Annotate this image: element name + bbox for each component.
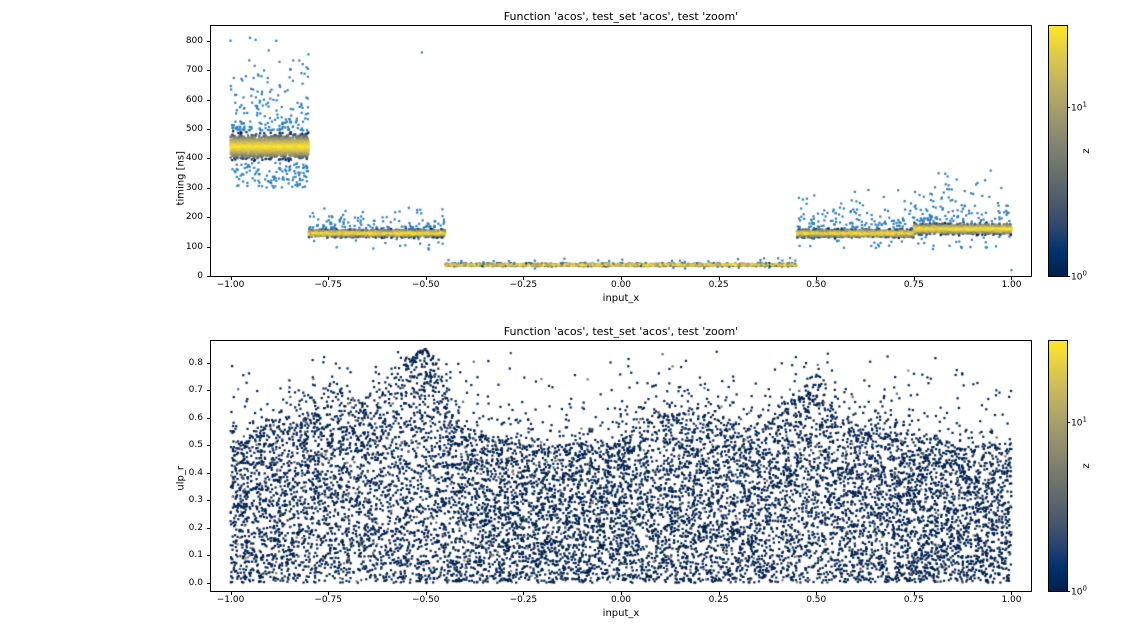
xtick-label: 0.75 <box>904 280 924 290</box>
ytick-label: 300 <box>186 183 203 193</box>
colorbar-label: z <box>1081 148 1092 153</box>
xtick-label: −0.50 <box>412 595 440 605</box>
colorbar-label: z <box>1081 463 1092 468</box>
ytick-label: 500 <box>186 124 203 134</box>
colorbar-tick-line <box>1067 422 1070 423</box>
ytick-label: 600 <box>186 95 203 105</box>
ytick-line <box>207 188 211 189</box>
ytick-line <box>207 217 211 218</box>
colorbar-tick-label: 100 <box>1071 270 1087 283</box>
ytick-label: 0.6 <box>189 413 203 423</box>
xtick-label: −0.25 <box>510 595 538 605</box>
ytick-label: 0.1 <box>189 550 203 560</box>
ytick-label: 0.2 <box>189 523 203 533</box>
xtick-label: −0.75 <box>314 595 342 605</box>
ytick-line <box>207 390 211 391</box>
plot-title: Function 'acos', test_set 'acos', test '… <box>211 10 1031 23</box>
xtick-label: 0.00 <box>611 280 631 290</box>
xtick-label: 0.25 <box>709 280 729 290</box>
xtick-label: −1.00 <box>217 595 245 605</box>
ytick-line <box>207 445 211 446</box>
ytick-label: 0 <box>197 271 203 281</box>
ytick-label: 700 <box>186 65 203 75</box>
ulp-scatter-plot: Function 'acos', test_set 'acos', test '… <box>210 340 1032 592</box>
ytick-line <box>207 418 211 419</box>
xtick-label: −0.75 <box>314 280 342 290</box>
xtick-label: −1.00 <box>217 280 245 290</box>
ytick-label: 800 <box>186 36 203 46</box>
ytick-label: 200 <box>186 212 203 222</box>
xtick-label: 0.25 <box>709 595 729 605</box>
y-axis-label: ulp_r <box>176 466 187 491</box>
xtick-label: 0.50 <box>806 595 826 605</box>
xtick-label: 1.00 <box>1001 280 1021 290</box>
colorbar-gradient <box>1049 26 1067 276</box>
xtick-label: 0.75 <box>904 595 924 605</box>
timing-scatter-plot: Function 'acos', test_set 'acos', test '… <box>210 25 1032 277</box>
x-axis-label: input_x <box>211 293 1031 304</box>
ytick-label: 0.0 <box>189 578 203 588</box>
ytick-label: 0.8 <box>189 358 203 368</box>
ytick-line <box>207 500 211 501</box>
colorbar-tick-label: 100 <box>1071 585 1087 598</box>
ytick-label: 0.7 <box>189 385 203 395</box>
ytick-label: 0.4 <box>189 468 203 478</box>
ytick-line <box>207 100 211 101</box>
ytick-line <box>207 70 211 71</box>
ytick-label: 0.5 <box>189 440 203 450</box>
colorbar-tick-line <box>1067 591 1070 592</box>
scatter-canvas <box>211 26 1031 276</box>
colorbar-tick-label: 101 <box>1071 415 1087 428</box>
x-axis-label: input_x <box>211 608 1031 619</box>
ytick-label: 0.3 <box>189 495 203 505</box>
ytick-line <box>207 473 211 474</box>
xtick-label: 0.50 <box>806 280 826 290</box>
ytick-label: 100 <box>186 242 203 252</box>
ytick-line <box>207 247 211 248</box>
scatter-canvas <box>211 341 1031 591</box>
ytick-line <box>207 158 211 159</box>
xtick-label: −0.25 <box>510 280 538 290</box>
colorbar: z 100101 <box>1048 25 1068 277</box>
ytick-label: 400 <box>186 153 203 163</box>
colorbar: z 100101 <box>1048 340 1068 592</box>
ytick-line <box>207 276 211 277</box>
ytick-line <box>207 583 211 584</box>
xtick-label: 0.00 <box>611 595 631 605</box>
ytick-line <box>207 129 211 130</box>
colorbar-tick-label: 101 <box>1071 100 1087 113</box>
ytick-line <box>207 528 211 529</box>
xtick-label: −0.50 <box>412 280 440 290</box>
colorbar-tick-line <box>1067 276 1070 277</box>
ytick-line <box>207 363 211 364</box>
figure: Function 'acos', test_set 'acos', test '… <box>0 0 1134 630</box>
xtick-label: 1.00 <box>1001 595 1021 605</box>
ytick-line <box>207 555 211 556</box>
colorbar-gradient <box>1049 341 1067 591</box>
ytick-line <box>207 41 211 42</box>
colorbar-tick-line <box>1067 107 1070 108</box>
plot-title: Function 'acos', test_set 'acos', test '… <box>211 325 1031 338</box>
